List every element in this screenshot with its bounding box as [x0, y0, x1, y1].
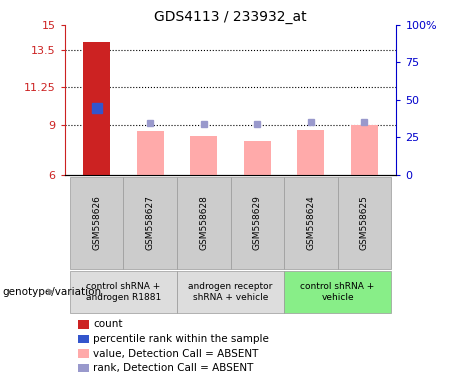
Text: androgen receptor
shRNA + vehicle: androgen receptor shRNA + vehicle	[188, 282, 273, 301]
Text: GSM558628: GSM558628	[199, 195, 208, 250]
Bar	[190, 136, 217, 175]
Text: GSM558625: GSM558625	[360, 195, 369, 250]
Text: control shRNA +
vehicle: control shRNA + vehicle	[301, 282, 375, 301]
Text: GSM558627: GSM558627	[146, 195, 155, 250]
Text: GSM558624: GSM558624	[306, 195, 315, 250]
Bar	[83, 41, 110, 175]
Bar	[297, 130, 324, 175]
Text: rank, Detection Call = ABSENT: rank, Detection Call = ABSENT	[93, 363, 254, 373]
Text: GDS4113 / 233932_at: GDS4113 / 233932_at	[154, 10, 307, 23]
Text: count: count	[93, 319, 123, 329]
Text: percentile rank within the sample: percentile rank within the sample	[93, 334, 269, 344]
Bar	[351, 125, 378, 175]
Text: value, Detection Call = ABSENT: value, Detection Call = ABSENT	[93, 349, 259, 359]
Bar	[137, 131, 164, 175]
Text: GSM558629: GSM558629	[253, 195, 262, 250]
Text: control shRNA +
androgen R1881: control shRNA + androgen R1881	[86, 282, 161, 301]
Text: genotype/variation: genotype/variation	[2, 287, 101, 297]
Bar	[244, 141, 271, 175]
Text: GSM558626: GSM558626	[92, 195, 101, 250]
